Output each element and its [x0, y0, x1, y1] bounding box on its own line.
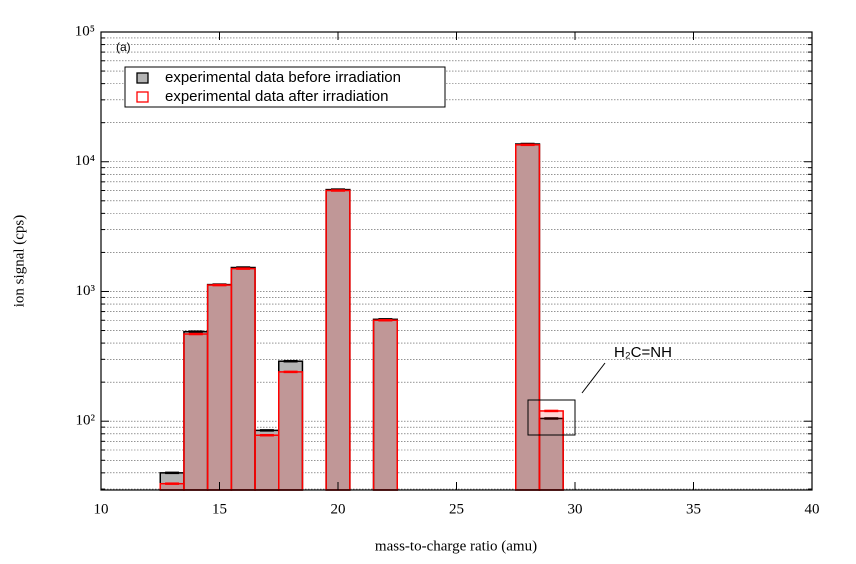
legend-box [124, 66, 446, 108]
x-tick-label: 40 [805, 501, 820, 517]
x-tick-label: 35 [686, 501, 701, 517]
x-tick-label: 25 [449, 501, 464, 517]
legend-swatch [136, 72, 149, 84]
x-axis-title: mass-to-charge ratio (amu) [375, 538, 537, 554]
x-tick-label: 30 [568, 501, 583, 517]
bar [206, 284, 233, 491]
highlight-box [527, 399, 576, 436]
legend: experimental data before irradiation expe… [124, 66, 446, 108]
legend-swatch [136, 91, 149, 103]
x-tick-label: 20 [331, 501, 346, 517]
bar [278, 371, 304, 491]
panel-label: (a) [116, 40, 131, 54]
legend-label: experimental data before irradiation [165, 69, 401, 86]
bar [254, 434, 280, 491]
y-tick-label: 10³ [76, 283, 96, 299]
bar [515, 144, 541, 491]
x-tick-label: 15 [212, 501, 227, 517]
bar [538, 410, 564, 491]
bar [325, 189, 351, 491]
y-tick-label: 10⁵ [75, 23, 95, 39]
annotation-label: H₂C=NH [614, 344, 672, 361]
bar [230, 267, 256, 491]
legend-label: experimental data after irradiation [165, 88, 388, 105]
y-tick-label: 10⁴ [75, 153, 95, 169]
annotation-pointer [581, 362, 606, 394]
y-axis-title: ion signal (cps) [11, 215, 27, 307]
bar [183, 333, 209, 491]
y-tick-label: 10² [76, 413, 96, 429]
bar [372, 319, 398, 491]
bars [159, 142, 564, 491]
x-tick-label: 10 [94, 501, 109, 517]
